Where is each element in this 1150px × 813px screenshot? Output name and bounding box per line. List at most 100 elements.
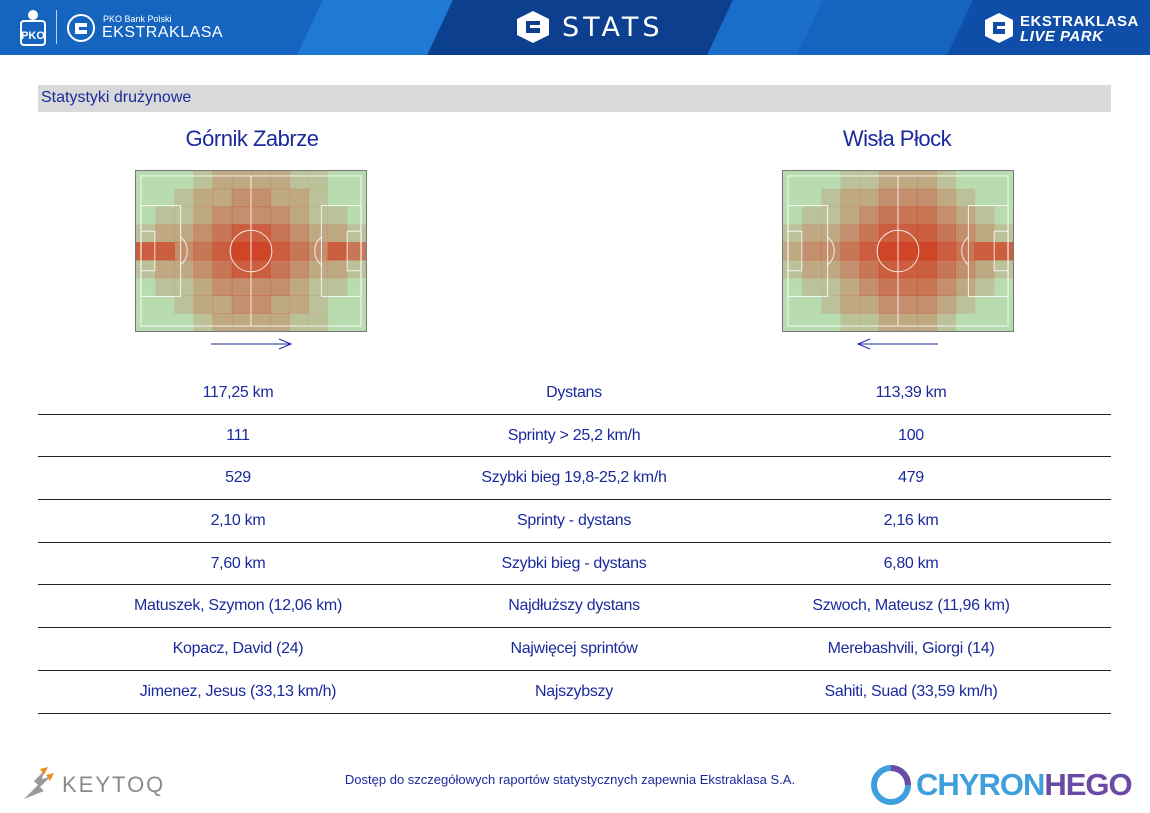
- heat-cell: [308, 277, 329, 296]
- away-value: 6,80 km: [883, 554, 939, 572]
- home-value: 117,25 km: [202, 384, 274, 401]
- heat-cell: [840, 224, 861, 243]
- heat-cell: [859, 259, 880, 279]
- heat-cell: [251, 171, 271, 190]
- heat-cell: [955, 224, 976, 243]
- heat-cell: [802, 259, 822, 279]
- heat-cell: [878, 171, 899, 190]
- heat-cell: [251, 313, 271, 331]
- team-stats-table: 117,25 km Dystans 113,39 km 111 Sprinty …: [38, 372, 1111, 714]
- heat-cell: [802, 206, 822, 225]
- heat-cell: [821, 295, 841, 314]
- section-title: Statystyki drużynowe: [41, 89, 192, 106]
- heat-cell: [821, 224, 841, 243]
- heat-cell: [174, 206, 194, 225]
- heat-cell: [859, 224, 880, 243]
- heat-cell: [270, 259, 290, 279]
- heat-cell: [289, 188, 309, 208]
- heat-cell: [898, 313, 918, 331]
- live-park-line2: LIVE PARK: [1020, 28, 1104, 45]
- heat-cell: [212, 171, 233, 190]
- heat-cell: [327, 242, 348, 261]
- heat-cell: [308, 188, 329, 208]
- heat-cell: [974, 242, 995, 261]
- heat-cell: [859, 242, 880, 261]
- heat-cell: [174, 224, 194, 243]
- heat-cell: [917, 171, 937, 190]
- heat-cell: [346, 259, 366, 279]
- heat-cell: [917, 313, 937, 331]
- away-value: Sahiti, Suad (33,59 km/h): [824, 682, 998, 700]
- ekstraklasa-e-icon: [517, 11, 549, 43]
- stat-label: Szybki bieg 19,8-25,2 km/h: [481, 469, 667, 487]
- heat-cell: [193, 224, 214, 243]
- heat-cell: [270, 171, 290, 190]
- heat-cell: [898, 224, 918, 243]
- heat-cell: [193, 188, 214, 208]
- heat-cell: [878, 295, 899, 314]
- heat-cell: [289, 277, 309, 296]
- heat-cell: [251, 188, 271, 208]
- away-heatmap: [783, 171, 1013, 331]
- heat-cell: [174, 295, 194, 314]
- heat-cell: [231, 188, 252, 208]
- heat-cell: [898, 171, 918, 190]
- heat-cell: [974, 277, 995, 296]
- heat-cell: [859, 171, 880, 190]
- heat-cell: [898, 295, 918, 314]
- table-row: 7,60 km Szybki bieg - dystans 6,80 km: [38, 543, 1111, 586]
- heat-cell: [783, 242, 803, 261]
- heat-cell: [270, 224, 290, 243]
- heat-cell: [231, 242, 252, 261]
- pko-logo-icon: PKO: [20, 10, 46, 46]
- heat-cell: [289, 171, 309, 190]
- table-row: Kopacz, David (24) Najwięcej sprintów Me…: [38, 628, 1111, 671]
- heat-cell: [821, 259, 841, 279]
- heat-cell: [346, 242, 366, 261]
- heat-cell: [993, 224, 1013, 243]
- heat-cell: [155, 224, 175, 243]
- goal-area: [787, 230, 803, 272]
- heat-cell: [898, 242, 918, 261]
- heat-cell: [193, 242, 214, 261]
- heat-cell: [251, 224, 271, 243]
- heat-cell: [193, 313, 214, 331]
- heat-cell: [231, 171, 252, 190]
- heat-cell: [174, 242, 194, 261]
- home-value: 529: [225, 469, 251, 487]
- away-value: Szwoch, Mateusz (11,96 km): [812, 597, 1010, 615]
- penalty-arc: [314, 236, 322, 266]
- heat-cell: [270, 188, 290, 208]
- heat-cell: [346, 224, 366, 243]
- arrow-right-icon: [211, 338, 293, 350]
- away-value: 479: [898, 469, 924, 487]
- heat-cell: [955, 277, 976, 296]
- pko-bank-label: PKO Bank Polski: [103, 14, 172, 24]
- keytoq-logo-text: KEYTOQ: [62, 772, 166, 797]
- stat-label: Najszybszy: [535, 682, 613, 700]
- heat-cell: [840, 206, 861, 225]
- section-title-bar: Statystyki drużynowe: [38, 85, 1111, 112]
- table-row: Jimenez, Jesus (33,13 km/h) Najszybszy S…: [38, 671, 1111, 714]
- heat-cell: [212, 313, 233, 331]
- heat-cell: [155, 277, 175, 296]
- logo-divider: [56, 10, 57, 44]
- heat-cell: [193, 295, 214, 314]
- table-row: 529 Szybki bieg 19,8-25,2 km/h 479: [38, 457, 1111, 501]
- heat-cell: [840, 277, 861, 296]
- heat-cell: [308, 259, 329, 279]
- heat-cell: [878, 259, 899, 279]
- heat-cell: [327, 206, 348, 225]
- heat-cell: [251, 277, 271, 296]
- heat-cell: [859, 313, 880, 331]
- heat-cell: [308, 224, 329, 243]
- heat-cell: [878, 206, 899, 225]
- heat-cell: [936, 206, 956, 225]
- heat-cell: [955, 242, 976, 261]
- away-value: 100: [898, 426, 924, 444]
- heat-cell: [974, 224, 995, 243]
- hego-text: HEGO: [1044, 767, 1132, 802]
- heat-cell: [231, 295, 252, 314]
- heat-cell: [955, 259, 976, 279]
- home-value: 2,10 km: [210, 512, 266, 530]
